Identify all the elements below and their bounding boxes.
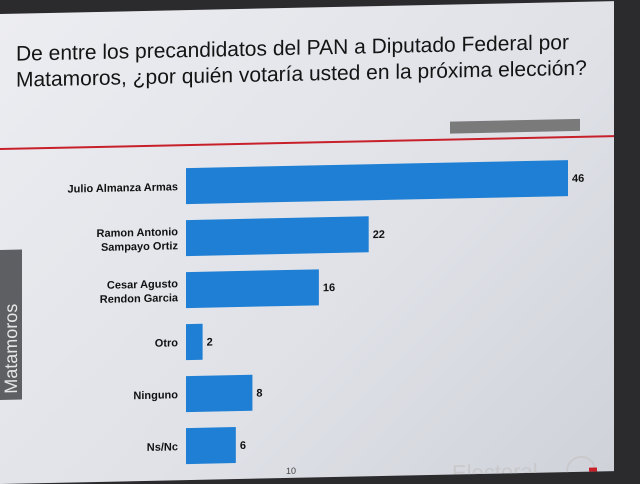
category-label-3: Otro bbox=[155, 337, 178, 349]
value-label-1: 22 bbox=[373, 229, 385, 241]
bar-chart: 46 Julio Almanza Armas 22 Ramon AntonioSamp… bbox=[68, 160, 584, 465]
category-label-5: Ns/Nc bbox=[147, 441, 178, 454]
value-label-2: 16 bbox=[323, 282, 335, 294]
category-label-4: Ninguno bbox=[133, 389, 178, 402]
category-label-1: Ramon AntonioSampayo Ortiz bbox=[97, 226, 179, 254]
bar-0 bbox=[186, 160, 568, 205]
value-label-4: 8 bbox=[256, 388, 262, 400]
bar-3 bbox=[186, 323, 203, 361]
bar-2 bbox=[186, 269, 319, 309]
logo-square-icon bbox=[589, 467, 597, 476]
slide: De entre los precandidatos del PAN a Dip… bbox=[0, 1, 614, 484]
bar-1 bbox=[186, 216, 369, 257]
bar-5 bbox=[186, 427, 236, 465]
category-label-2: Cesar AgustoRendon Garcia bbox=[100, 278, 179, 306]
logo-text: Electoral bbox=[452, 458, 538, 484]
value-label-0: 46 bbox=[572, 173, 584, 185]
page-number: 10 bbox=[286, 465, 297, 477]
category-label-0: Julio Almanza Armas bbox=[68, 181, 178, 195]
value-label-3: 2 bbox=[207, 337, 213, 349]
bar-4 bbox=[186, 374, 253, 413]
value-label-5: 6 bbox=[240, 440, 246, 452]
